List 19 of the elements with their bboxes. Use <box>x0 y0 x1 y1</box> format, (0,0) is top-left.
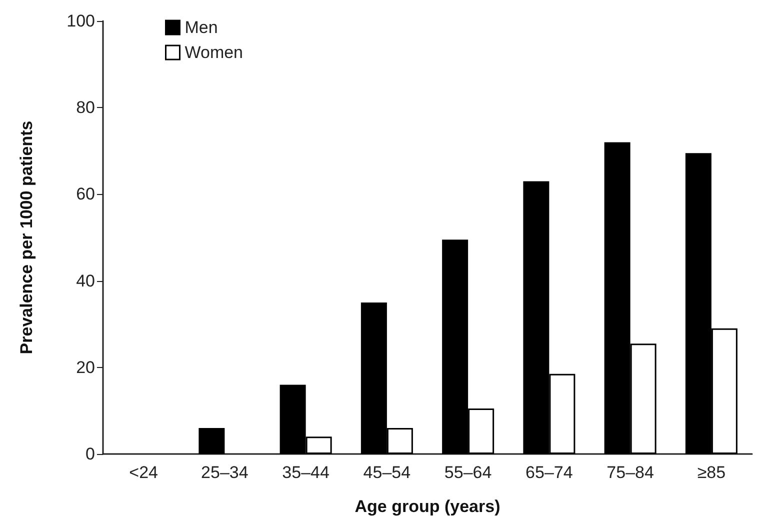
y-tick-label: 20 <box>76 358 95 377</box>
x-tick-label: 65–74 <box>526 463 573 482</box>
y-tick-label: 80 <box>76 98 95 118</box>
x-axis-title: Age group (years) <box>354 497 500 516</box>
x-tick-label: 75–84 <box>606 463 654 482</box>
x-tick-label: <24 <box>129 463 158 482</box>
x-tick-label: ≥85 <box>697 463 726 482</box>
legend-label: Men <box>184 18 218 37</box>
y-tick-label: 40 <box>76 271 95 290</box>
x-tick-label: 45–54 <box>363 463 411 482</box>
y-axis-title: Prevalence per 1000 patients <box>17 120 36 354</box>
y-tick-label: 100 <box>66 12 95 30</box>
x-tick-label: 35–44 <box>282 463 330 482</box>
x-tick-label: 25–34 <box>201 463 248 482</box>
y-tick-label: 60 <box>76 184 95 204</box>
legend-label: Women <box>184 43 244 62</box>
bar <box>198 428 225 454</box>
x-tick-label: 55–64 <box>444 463 492 482</box>
y-tick-label: 0 <box>86 444 95 464</box>
